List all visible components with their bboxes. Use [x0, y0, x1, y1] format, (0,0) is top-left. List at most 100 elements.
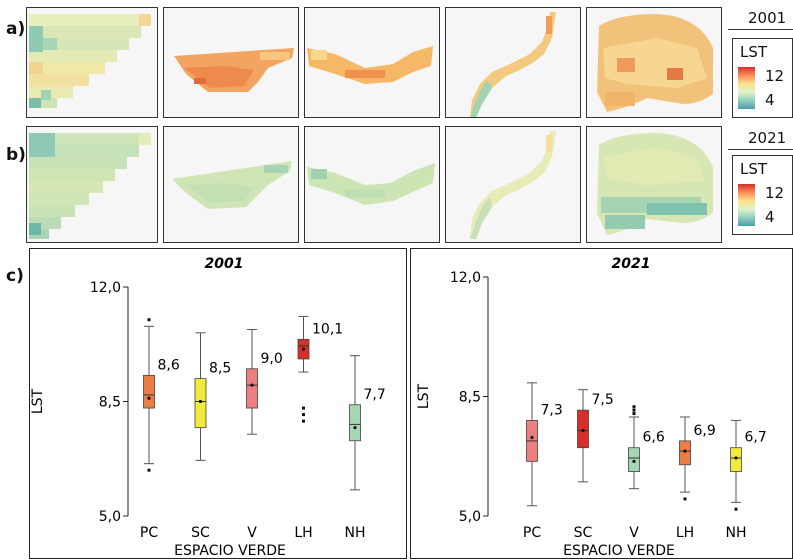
legend-high-2021: 12 [765, 184, 785, 202]
year-label-2001: 2001 [748, 9, 787, 27]
legend-2021: LST 12 4 [732, 155, 793, 235]
box-nh [730, 447, 742, 473]
mean-point [353, 426, 357, 430]
boxplot-2001-svg: 2001 12,0 8,5 5,0 LST ESPACIO VERDE 8,6 PC 8,5 SC… [30, 256, 386, 559]
x-tick-label: SC [574, 525, 593, 541]
map-2001-lh-raster [470, 12, 556, 117]
box-sc [577, 409, 589, 449]
value-label: 8,6 [158, 357, 180, 373]
mean-point [632, 459, 636, 463]
legend-colorbar-2001 [738, 67, 755, 109]
map-2001-sc [163, 7, 299, 118]
boxplot-2001: 2001 12,0 8,5 5,0 LST ESPACIO VERDE 8,6 PC 8,5 SC… [29, 248, 407, 559]
map-2001-pc [26, 7, 158, 118]
legend-high-2001: 12 [765, 67, 785, 85]
box-v [628, 447, 640, 473]
mean-point [198, 399, 203, 404]
boxplot-2021-svg: 2021 12,0 8,5 5,0 LST ESPACIO VERDE 7,3 PC 7,5 SC… [416, 256, 767, 559]
map-2001-nh [586, 7, 722, 118]
mean-point [147, 396, 151, 400]
year-label-2021: 2021 [748, 129, 787, 147]
x-tick-label: V [247, 525, 257, 541]
outlier-point [632, 408, 636, 412]
x-tick-label: LH [294, 525, 312, 541]
y-tick-label: 8,5 [99, 395, 121, 411]
outlier-point [147, 468, 151, 472]
map-2001-v [304, 7, 440, 118]
x-tick-label: LH [676, 525, 694, 541]
mean-point [250, 383, 254, 387]
y-axis-title: LST [416, 383, 432, 409]
legend-low-2021: 4 [765, 208, 775, 226]
map-2021-lh [445, 126, 581, 243]
x-tick-label: PC [140, 525, 158, 541]
outlier-point [302, 406, 305, 410]
chart-title: 2021 [612, 256, 651, 272]
y-tick-label: 8,5 [459, 390, 481, 406]
map-2021-pc-raster [29, 133, 151, 239]
legend-title-2001: LST [740, 43, 768, 61]
outlier-point [302, 413, 305, 417]
map-2021-pc [26, 126, 158, 243]
outlier-point [302, 419, 305, 423]
x-tick-label: V [629, 525, 639, 541]
map-2001-lh [445, 7, 581, 118]
map-2021-sc-raster [172, 161, 292, 209]
x-tick-label: PC [523, 525, 541, 541]
mean-point [734, 456, 738, 460]
value-label: 6,7 [745, 430, 767, 446]
mean-point [301, 347, 306, 351]
map-2001-nh-raster [597, 14, 713, 112]
map-2001-pc-raster [29, 14, 151, 108]
value-label: 8,5 [209, 361, 231, 377]
legend-colorbar-2021 [738, 184, 755, 226]
legend-low-2001: 4 [765, 91, 775, 109]
year-line-2021 [728, 149, 793, 150]
year-line-2001 [728, 29, 793, 30]
outlier-point [683, 497, 687, 501]
y-tick-label: 12,0 [450, 270, 481, 286]
outlier-point [632, 412, 636, 416]
map-2001-v-raster [307, 46, 433, 84]
x-tick-label: NH [345, 525, 366, 541]
mean-point [683, 449, 687, 453]
map-2021-v-raster [307, 163, 435, 205]
box-v [246, 368, 258, 409]
legend-2001: LST 12 4 [732, 38, 793, 118]
y-tick-label: 5,0 [99, 509, 121, 525]
row-label-a: a) [6, 19, 26, 39]
map-2021-lh-raster [470, 131, 556, 239]
outlier-point [632, 405, 636, 409]
value-label: 6,6 [643, 430, 665, 446]
y-tick-label: 5,0 [459, 509, 481, 525]
box-lh [679, 440, 691, 466]
value-label: 7,5 [592, 392, 614, 408]
x-axis-title: ESPACIO VERDE [563, 543, 675, 559]
boxplot-2021: 2021 12,0 8,5 5,0 LST ESPACIO VERDE 7,3 PC 7,5 SC… [410, 248, 793, 559]
chart-title: 2001 [205, 256, 244, 272]
value-label: 7,7 [364, 387, 386, 403]
value-label: 9,0 [261, 351, 283, 367]
map-2021-v [304, 126, 440, 243]
map-2021-nh-raster [597, 133, 713, 235]
row-label-b: b) [6, 145, 26, 165]
x-tick-label: NH [726, 525, 747, 541]
y-tick-label: 12,0 [90, 280, 121, 296]
y-axis-title: LST [30, 388, 46, 414]
mean-point [581, 429, 585, 433]
map-2021-nh [586, 126, 722, 243]
box-sc [194, 378, 207, 429]
legend-title-2021: LST [740, 160, 768, 178]
outlier-point [147, 318, 151, 322]
value-label: 7,3 [541, 402, 563, 418]
x-tick-label: SC [191, 525, 210, 541]
value-label: 6,9 [694, 423, 716, 439]
mean-point [530, 435, 534, 440]
box-nh [349, 404, 361, 442]
outlier-point [734, 507, 738, 511]
row-label-c: c) [6, 266, 24, 286]
map-2021-sc [163, 126, 299, 243]
map-2001-sc-raster [174, 48, 294, 92]
value-label: 10,1 [312, 321, 343, 337]
box-pc [143, 374, 155, 409]
